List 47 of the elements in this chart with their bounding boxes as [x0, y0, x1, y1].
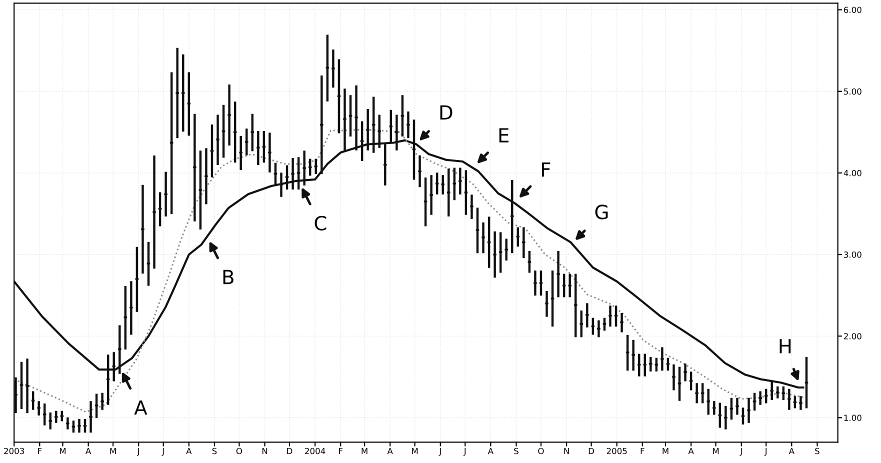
x-tick-label: S [212, 448, 217, 454]
x-tick-label: M [60, 448, 66, 454]
x-tick-label: A [688, 448, 694, 454]
x-tick-label: D [287, 448, 292, 454]
annotation: D [440, 105, 452, 120]
x-tick-label: A [788, 448, 794, 454]
y-tick-label: 5.00 [844, 88, 862, 95]
x-tick-label: A [86, 448, 92, 454]
y-tick-label: 1.00 [844, 414, 862, 421]
x-tick-label: 2005 [606, 448, 627, 454]
x-tick-label: J [740, 448, 742, 456]
x-tick-label: M [412, 448, 418, 454]
x-tick-label: A [387, 448, 393, 454]
x-tick-label: F [339, 448, 343, 454]
x-tick-label: M [713, 448, 719, 454]
annotation: H [780, 339, 791, 354]
x-tick-label: N [262, 448, 268, 454]
x-tick-label: J [463, 448, 466, 456]
x-tick-label: S [514, 448, 518, 454]
x-tick-label: J [136, 448, 140, 456]
y-tick-label: 3.00 [844, 252, 862, 258]
x-tick-label: D [588, 448, 594, 454]
x-tick-label: J [764, 448, 767, 456]
x-tick-label: M [110, 448, 116, 454]
annotation: A [134, 400, 148, 415]
annotation: B [223, 270, 234, 284]
x-tick-label: F [640, 448, 644, 454]
x-tick-label: M [662, 448, 668, 454]
annotation: G [595, 204, 608, 220]
x-tick-label: M [362, 448, 368, 454]
x-tick-label: N [564, 448, 569, 454]
y-tick-label: 4.00 [844, 170, 862, 176]
x-tick-label: F [38, 448, 42, 454]
x-tick-label: A [488, 448, 494, 454]
annotation: E [499, 128, 509, 142]
x-tick-label: O [236, 448, 242, 454]
annotation: F [542, 162, 550, 177]
x-tick-label: 2003 [4, 448, 24, 454]
annotation: C [314, 216, 326, 231]
x-tick-label: S [815, 448, 820, 454]
x-tick-label: A [186, 448, 192, 454]
x-tick-label: J [162, 448, 164, 456]
y-tick-label: 6.00 [844, 6, 862, 14]
x-tick-label: O [538, 448, 544, 454]
x-tick-label: J [438, 448, 441, 456]
x-tick-label: 2004 [305, 448, 326, 454]
y-tick-label: 2.00 [844, 333, 862, 340]
